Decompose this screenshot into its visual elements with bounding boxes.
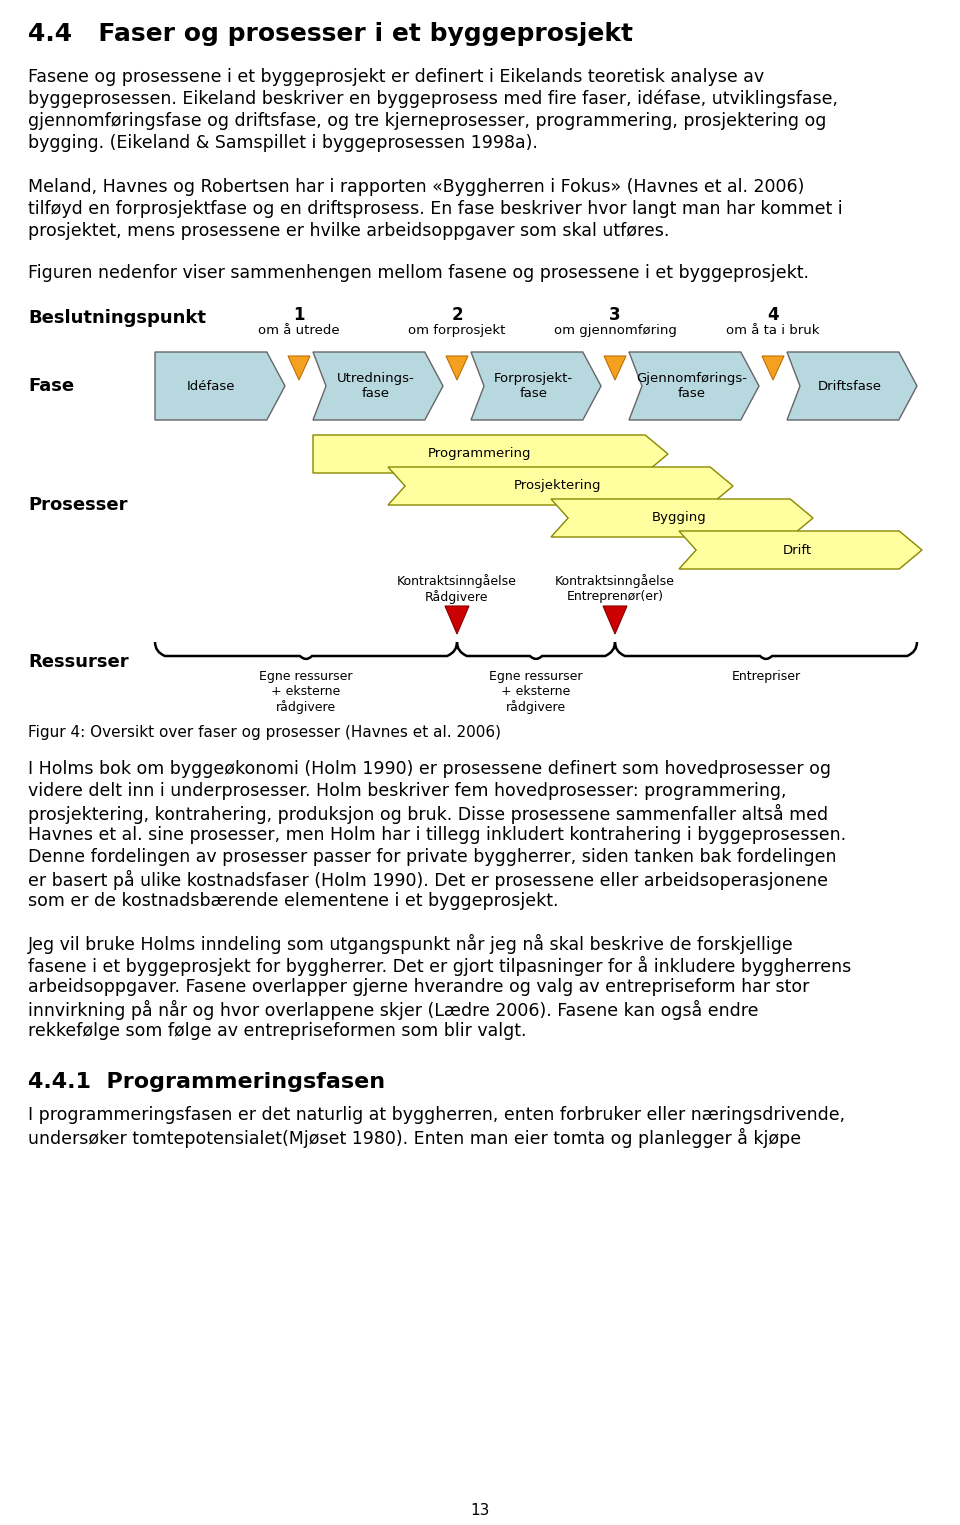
Text: videre delt inn i underprosesser. Holm beskriver fem hovedprosesser: programmeri: videre delt inn i underprosesser. Holm b… xyxy=(28,782,786,801)
Polygon shape xyxy=(313,352,443,419)
Text: om gjennomføring: om gjennomføring xyxy=(554,323,677,337)
Text: Figuren nedenfor viser sammenhengen mellom fasene og prosessene i et byggeprosje: Figuren nedenfor viser sammenhengen mell… xyxy=(28,264,809,282)
Text: 3: 3 xyxy=(610,307,621,323)
Text: Idéfase: Idéfase xyxy=(186,380,235,392)
Polygon shape xyxy=(471,352,601,419)
Text: Programmering: Programmering xyxy=(427,447,531,461)
Text: Beslutningspunkt: Beslutningspunkt xyxy=(28,310,206,326)
Text: om å utrede: om å utrede xyxy=(258,323,340,337)
Text: Denne fordelingen av prosesser passer for private byggherrer, siden tanken bak f: Denne fordelingen av prosesser passer fo… xyxy=(28,848,836,866)
Polygon shape xyxy=(603,605,627,634)
Text: innvirkning på når og hvor overlappene skjer (Lædre 2006). Fasene kan også endre: innvirkning på når og hvor overlappene s… xyxy=(28,1000,758,1020)
Text: Meland, Havnes og Robertsen har i rapporten «Byggherren i Fokus» (Havnes et al. : Meland, Havnes og Robertsen har i rappor… xyxy=(28,178,804,197)
Text: Havnes et al. sine prosesser, men Holm har i tillegg inkludert kontrahering i by: Havnes et al. sine prosesser, men Holm h… xyxy=(28,827,846,843)
Text: rekkefølge som følge av entrepriseformen som blir valgt.: rekkefølge som følge av entrepriseformen… xyxy=(28,1022,526,1040)
Text: 4.4   Faser og prosesser i et byggeprosjekt: 4.4 Faser og prosesser i et byggeprosjek… xyxy=(28,21,633,46)
Text: arbeidsoppgaver. Fasene overlapper gjerne hverandre og valg av entrepriseform ha: arbeidsoppgaver. Fasene overlapper gjern… xyxy=(28,978,809,996)
Text: fasene i et byggeprosjekt for byggherrer. Det er gjort tilpasninger for å inklud: fasene i et byggeprosjekt for byggherrer… xyxy=(28,956,852,976)
Text: 4: 4 xyxy=(767,307,779,323)
Polygon shape xyxy=(313,435,668,473)
Polygon shape xyxy=(551,499,813,537)
Polygon shape xyxy=(288,355,310,380)
Text: Entrepriser: Entrepriser xyxy=(732,669,801,683)
Text: om å ta i bruk: om å ta i bruk xyxy=(727,323,820,337)
Text: som er de kostnadsbærende elementene i et byggeprosjekt.: som er de kostnadsbærende elementene i e… xyxy=(28,892,559,910)
Polygon shape xyxy=(762,355,784,380)
Polygon shape xyxy=(787,352,917,419)
Text: byggeprosessen. Eikeland beskriver en byggeprosess med fire faser, idéfase, utvi: byggeprosessen. Eikeland beskriver en by… xyxy=(28,90,838,108)
Text: Prosesser: Prosesser xyxy=(28,496,128,514)
Text: Gjennomførings-
fase: Gjennomførings- fase xyxy=(636,372,747,400)
Text: Figur 4: Oversikt over faser og prosesser (Havnes et al. 2006): Figur 4: Oversikt over faser og prosesse… xyxy=(28,724,501,740)
Text: I Holms bok om byggeøkonomi (Holm 1990) er prosessene definert som hovedprosesse: I Holms bok om byggeøkonomi (Holm 1990) … xyxy=(28,759,831,778)
Text: Drift: Drift xyxy=(783,543,812,557)
Polygon shape xyxy=(388,467,733,505)
Text: om forprosjekt: om forprosjekt xyxy=(408,323,506,337)
Text: bygging. (Eikeland & Samspillet i byggeprosessen 1998a).: bygging. (Eikeland & Samspillet i byggep… xyxy=(28,134,538,152)
Text: tilføyd en forprosjektfase og en driftsprosess. En fase beskriver hvor langt man: tilføyd en forprosjektfase og en driftsp… xyxy=(28,200,843,218)
Text: Utrednings-
fase: Utrednings- fase xyxy=(337,372,415,400)
Text: 13: 13 xyxy=(470,1504,490,1517)
Text: 1: 1 xyxy=(293,307,304,323)
Text: Kontraktsinngåelse
Entreprenør(er): Kontraktsinngåelse Entreprenør(er) xyxy=(555,573,675,602)
Text: Jeg vil bruke Holms inndeling som utgangspunkt når jeg nå skal beskrive de forsk: Jeg vil bruke Holms inndeling som utgang… xyxy=(28,933,794,955)
Polygon shape xyxy=(155,352,285,419)
Text: Kontraktsinngåelse
Rådgivere: Kontraktsinngåelse Rådgivere xyxy=(397,573,516,604)
Text: Bygging: Bygging xyxy=(652,511,707,525)
Polygon shape xyxy=(604,355,626,380)
Text: Egne ressurser
+ eksterne
rådgivere: Egne ressurser + eksterne rådgivere xyxy=(490,669,583,714)
Text: Fase: Fase xyxy=(28,377,74,395)
Text: I programmeringsfasen er det naturlig at byggherren, enten forbruker eller nærin: I programmeringsfasen er det naturlig at… xyxy=(28,1106,845,1124)
Text: gjennomføringsfase og driftsfase, og tre kjerneprosesser, programmering, prosjek: gjennomføringsfase og driftsfase, og tre… xyxy=(28,111,827,130)
Text: Ressurser: Ressurser xyxy=(28,653,129,671)
Text: undersøker tomtepotensialet(Mjøset 1980). Enten man eier tomta og planlegger å k: undersøker tomtepotensialet(Mjøset 1980)… xyxy=(28,1128,802,1148)
Text: Fasene og prosessene i et byggeprosjekt er definert i Eikelands teoretisk analys: Fasene og prosessene i et byggeprosjekt … xyxy=(28,69,764,85)
Text: 4.4.1  Programmeringsfasen: 4.4.1 Programmeringsfasen xyxy=(28,1072,385,1092)
Text: er basert på ulike kostnadsfaser (Holm 1990). Det er prosessene eller arbeidsope: er basert på ulike kostnadsfaser (Holm 1… xyxy=(28,869,828,891)
Text: 2: 2 xyxy=(451,307,463,323)
Text: prosjektet, mens prosessene er hvilke arbeidsoppgaver som skal utføres.: prosjektet, mens prosessene er hvilke ar… xyxy=(28,223,669,239)
Text: prosjektering, kontrahering, produksjon og bruk. Disse prosessene sammenfaller a: prosjektering, kontrahering, produksjon … xyxy=(28,804,828,824)
Polygon shape xyxy=(446,355,468,380)
Text: Driftsfase: Driftsfase xyxy=(817,380,881,392)
Text: Forprosjekt-
fase: Forprosjekt- fase xyxy=(493,372,573,400)
Text: Prosjektering: Prosjektering xyxy=(514,479,601,493)
Polygon shape xyxy=(629,352,759,419)
Polygon shape xyxy=(679,531,922,569)
Text: Egne ressurser
+ eksterne
rådgivere: Egne ressurser + eksterne rådgivere xyxy=(259,669,352,714)
Polygon shape xyxy=(445,605,469,634)
